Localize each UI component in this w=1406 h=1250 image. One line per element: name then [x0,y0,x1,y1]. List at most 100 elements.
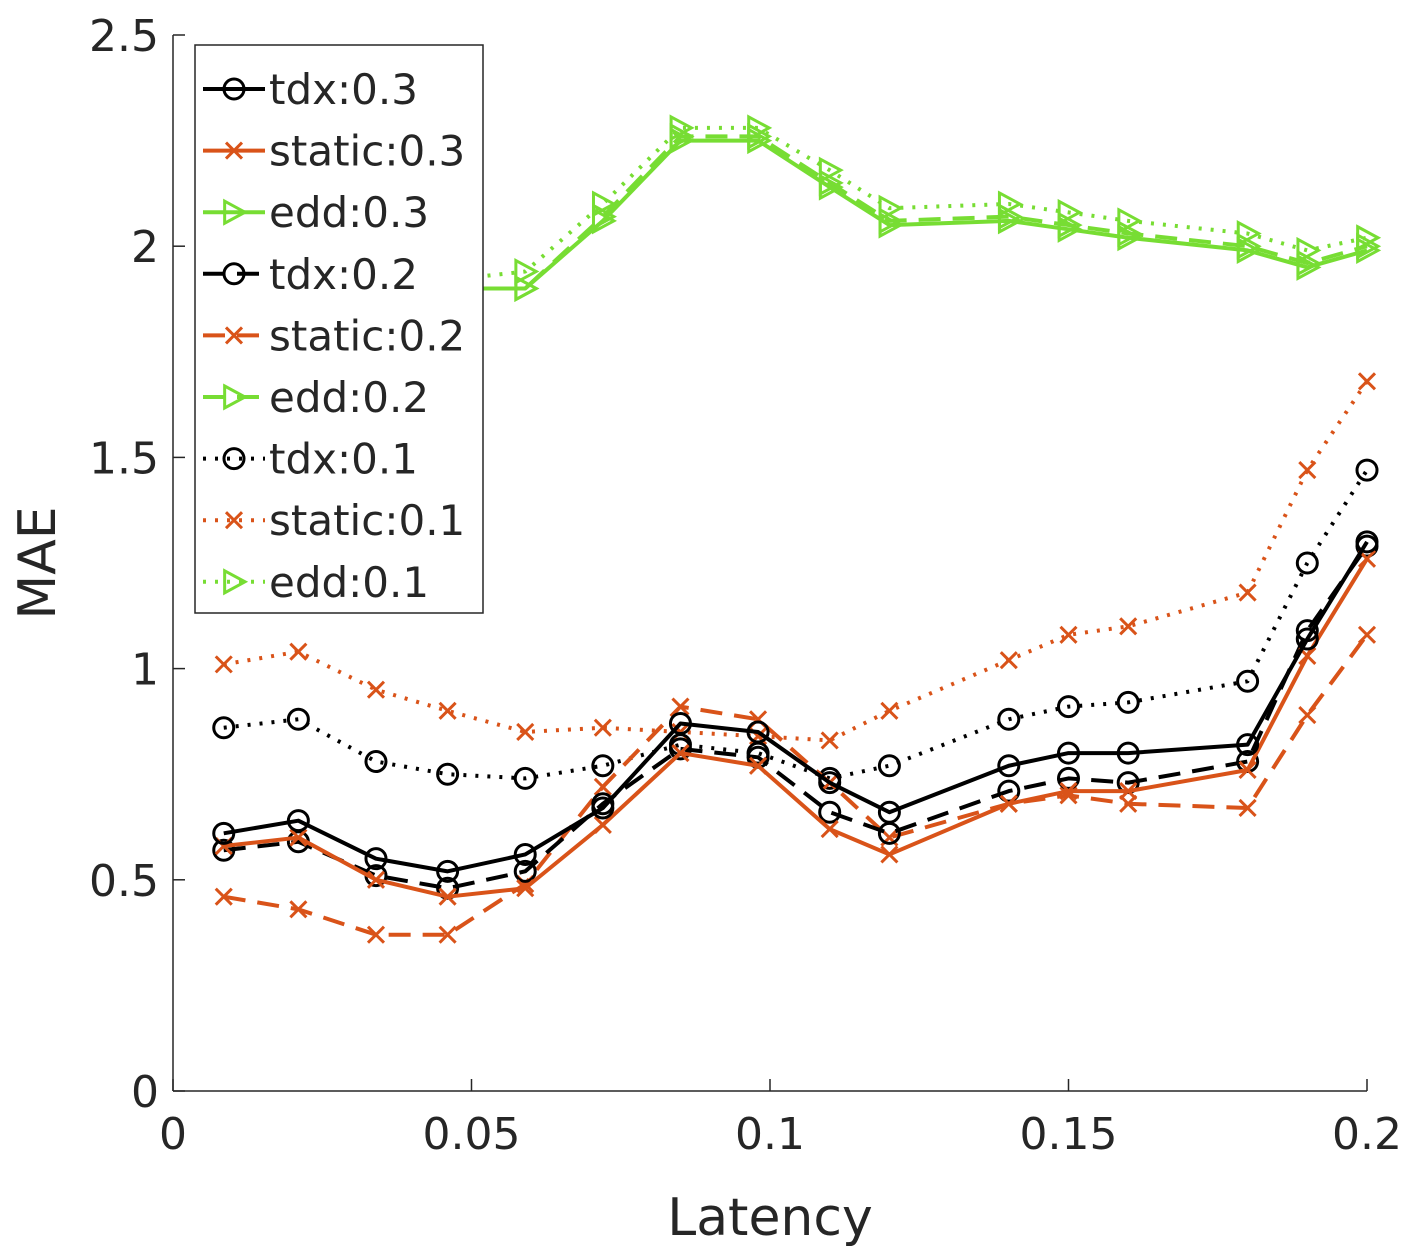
legend-label: tdx:0.1 [269,435,418,484]
data-point-marker [1238,798,1257,818]
legend-marker [222,262,246,286]
x-tick-label: 0.15 [1020,1109,1118,1160]
data-point-marker [1236,236,1262,264]
data-point-marker [878,211,904,239]
legend-entry: static:0.2 [203,311,465,360]
legend-marker [224,511,244,530]
data-point-marker [1357,625,1377,644]
legend-label: static:0.2 [269,311,465,360]
data-point-marker [1355,530,1379,554]
data-point-marker [289,900,308,919]
data-point-marker [436,859,460,883]
legend: tdx:0.3 static:0.3 edd:0.3 tdx:0.2 static:0.… [194,44,484,614]
data-point-marker [591,754,615,778]
data-point-marker [1355,458,1379,482]
data-point-marker [997,707,1021,731]
data-point-marker [438,925,457,944]
data-point-marker [593,777,612,796]
data-point-marker [366,870,386,889]
legend-label: static:0.1 [269,496,465,545]
data-point-marker [438,887,457,906]
data-point-marker [1059,625,1078,644]
data-point-marker [514,274,540,302]
data-point-marker [1238,583,1257,602]
data-point-marker [668,712,692,736]
data-point-marker [289,642,308,661]
data-point-marker [591,207,617,235]
data-point-marker [999,651,1018,670]
data-point-marker [997,207,1023,235]
data-point-marker [513,859,537,883]
data-point-marker [212,716,236,740]
legend-label: edd:0.3 [269,188,429,237]
data-point-marker [1117,224,1143,252]
legend-entry: static:0.1 [203,496,465,545]
legend-marker [222,77,246,101]
legend-label: tdx:0.3 [269,65,418,114]
data-point-marker [1357,372,1377,391]
legend-label: tdx:0.2 [269,250,418,299]
legend-entry: tdx:0.2 [203,250,418,299]
data-point-marker [364,750,388,774]
data-point-marker [593,718,612,737]
data-point-marker [818,173,844,201]
x-tick-label: 0.2 [1332,1109,1402,1160]
data-point-marker [214,887,233,906]
data-point-marker [880,701,899,720]
data-point-marker [1298,706,1317,725]
series-tdx-0-1 [212,458,1379,790]
legend-entry: tdx:0.1 [203,435,418,484]
legend-entry: edd:0.1 [203,558,429,607]
series-line [223,544,1369,891]
legend-label: edd:0.2 [269,373,429,422]
data-point-marker [1295,551,1319,575]
data-point-marker [1298,461,1317,480]
series-line [223,540,1369,874]
series-static-0-2 [214,625,1377,944]
legend-marker [223,383,249,411]
x-tick-label: 0 [159,1109,187,1160]
x-tick-label: 0.05 [423,1109,521,1160]
data-point-marker [438,701,457,720]
legend-entry: edd:0.3 [203,188,429,237]
y-axis-label: MAE [8,506,68,619]
legend-box [194,44,484,614]
data-point-marker [366,925,386,944]
legend-entry: static:0.3 [203,127,465,176]
data-point-marker [1238,760,1257,780]
data-point-marker [212,821,236,845]
data-point-marker [747,127,773,155]
legend-marker [222,447,246,471]
data-point-marker [880,845,899,864]
data-point-marker [820,820,839,839]
series-static-0-1 [214,372,1377,750]
data-point-marker [212,838,236,862]
data-point-marker [1119,617,1138,636]
series-line [223,633,1369,937]
data-point-marker [436,762,460,786]
data-point-marker [669,127,695,155]
series-line [223,125,1368,282]
axes: 0 0.05 0.1 0.15 0.2 0 0.5 1 1.5 2 2.5 [89,11,1402,1160]
data-point-marker [593,815,612,834]
x-axis-label: Latency [667,1188,873,1248]
data-point-marker [818,800,842,824]
legend-marker [223,198,249,226]
legend-entry: edd:0.2 [203,373,429,422]
data-point-marker [286,707,310,731]
data-point-marker [997,779,1021,803]
legend-marker [223,568,249,596]
data-point-marker [1236,669,1260,693]
legend-entry: tdx:0.3 [203,65,418,114]
data-point-marker [748,756,768,775]
y-tick-label: 2.5 [89,11,159,62]
legend-marker [224,141,244,160]
series-tdx-0-3 [212,530,1379,883]
data-point-marker [997,754,1021,778]
data-point-marker [1116,690,1140,714]
legend-label: static:0.3 [269,127,465,176]
data-point-marker [286,809,310,833]
data-point-marker [1057,695,1080,719]
series-static-0-3 [214,549,1377,906]
data-point-marker [671,744,690,763]
